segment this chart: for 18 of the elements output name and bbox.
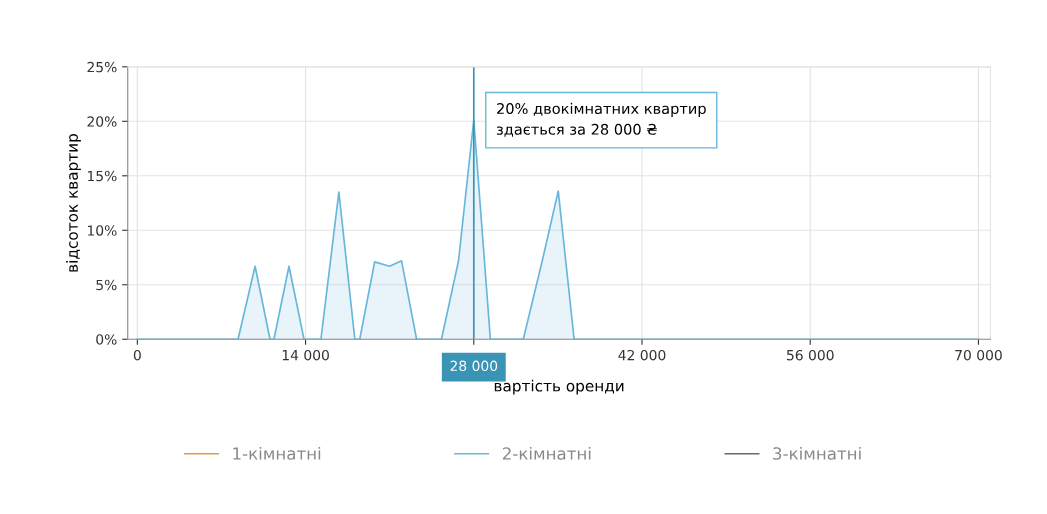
x-tick-label: 0 (133, 349, 141, 361)
y-tick-label: 5% (96, 279, 117, 291)
y-tick-label: 25% (87, 61, 117, 73)
annotation: 20% двокімнатних квартир здається за 28 000 ₴ (496, 102, 706, 137)
x-tick-label: 14 000 (282, 349, 329, 361)
x-tick-label: 56 000 (787, 349, 834, 361)
y-tick-label: 10% (87, 225, 117, 236)
legend-label: 1-кімнатні (233, 446, 321, 460)
y-tick-label: 20% (87, 116, 117, 127)
legend-label: 2-кімнатні (502, 446, 591, 460)
legend-label: 3-кімнатні (773, 446, 861, 460)
x-axis-title: вартість оренди (494, 379, 624, 395)
x-tick-label: 70 000 (955, 349, 1002, 361)
y-axis-title: відсоток квартир (66, 134, 81, 272)
y-tick-label: 15% (87, 170, 117, 182)
x-tick-label: 42 000 (618, 349, 666, 361)
y-tick-label: 0% (96, 334, 117, 345)
ref-line-label: 28 000 (450, 360, 498, 372)
